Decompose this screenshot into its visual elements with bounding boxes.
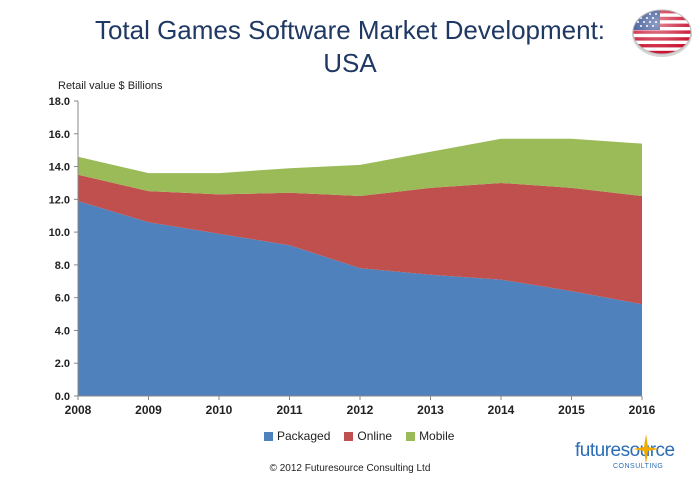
y-tick-label: 6.0 — [55, 293, 70, 305]
y-tick-label: 0.0 — [55, 391, 70, 403]
y-tick-label: 14.0 — [49, 162, 70, 174]
y-tick-label: 16.0 — [49, 129, 70, 141]
chart-title: Total Games Software Market Development:… — [0, 14, 700, 80]
x-tick-label: 2014 — [488, 403, 515, 417]
x-tick-label: 2009 — [135, 403, 162, 417]
chart-title-line2: USA — [323, 48, 377, 78]
legend-item-packaged: Packaged — [264, 429, 330, 443]
chart-legend: Packaged Online Mobile — [264, 429, 454, 443]
futuresource-logo: futuresource CONSULTING — [575, 434, 695, 482]
y-tick-label: 12.0 — [49, 194, 70, 206]
usa-flag-icon — [632, 9, 692, 57]
copyright-text: © 2012 Futuresource Consulting Ltd — [269, 463, 431, 474]
legend-item-mobile: Mobile — [406, 429, 454, 443]
legend-swatch-mobile — [406, 431, 416, 441]
x-tick-label: 2008 — [65, 403, 92, 417]
y-tick-label: 10.0 — [49, 227, 70, 239]
legend-label-mobile: Mobile — [419, 429, 455, 443]
legend-swatch-online — [344, 431, 354, 441]
chart-title-line1: Total Games Software Market Development: — [94, 15, 606, 45]
logo-subtitle: CONSULTING — [613, 463, 664, 470]
y-tick-label: 18.0 — [49, 96, 70, 108]
area-online — [78, 174, 642, 305]
y-axis-label: Retail value $ Billions — [58, 80, 163, 92]
y-tick-label: 2.0 — [55, 358, 70, 370]
x-tick-label: 2015 — [558, 403, 585, 417]
legend-swatch-packaged — [264, 431, 273, 441]
logo-wordmark: futuresource — [575, 440, 675, 461]
x-tick-label: 2013 — [417, 403, 444, 417]
area-packaged — [78, 200, 642, 396]
x-tick-label: 2016 — [629, 403, 656, 417]
y-tick-label: 8.0 — [55, 260, 70, 272]
y-tick-label: 4.0 — [55, 325, 70, 337]
x-tick-label: 2012 — [347, 403, 374, 417]
legend-label-packaged: Packaged — [277, 429, 331, 443]
x-tick-label: 2011 — [276, 403, 302, 417]
legend-item-online: Online — [344, 429, 392, 443]
x-tick-label: 2010 — [206, 403, 233, 417]
area-mobile — [78, 138, 642, 197]
star-icon — [633, 434, 659, 464]
legend-label-online: Online — [357, 429, 393, 443]
